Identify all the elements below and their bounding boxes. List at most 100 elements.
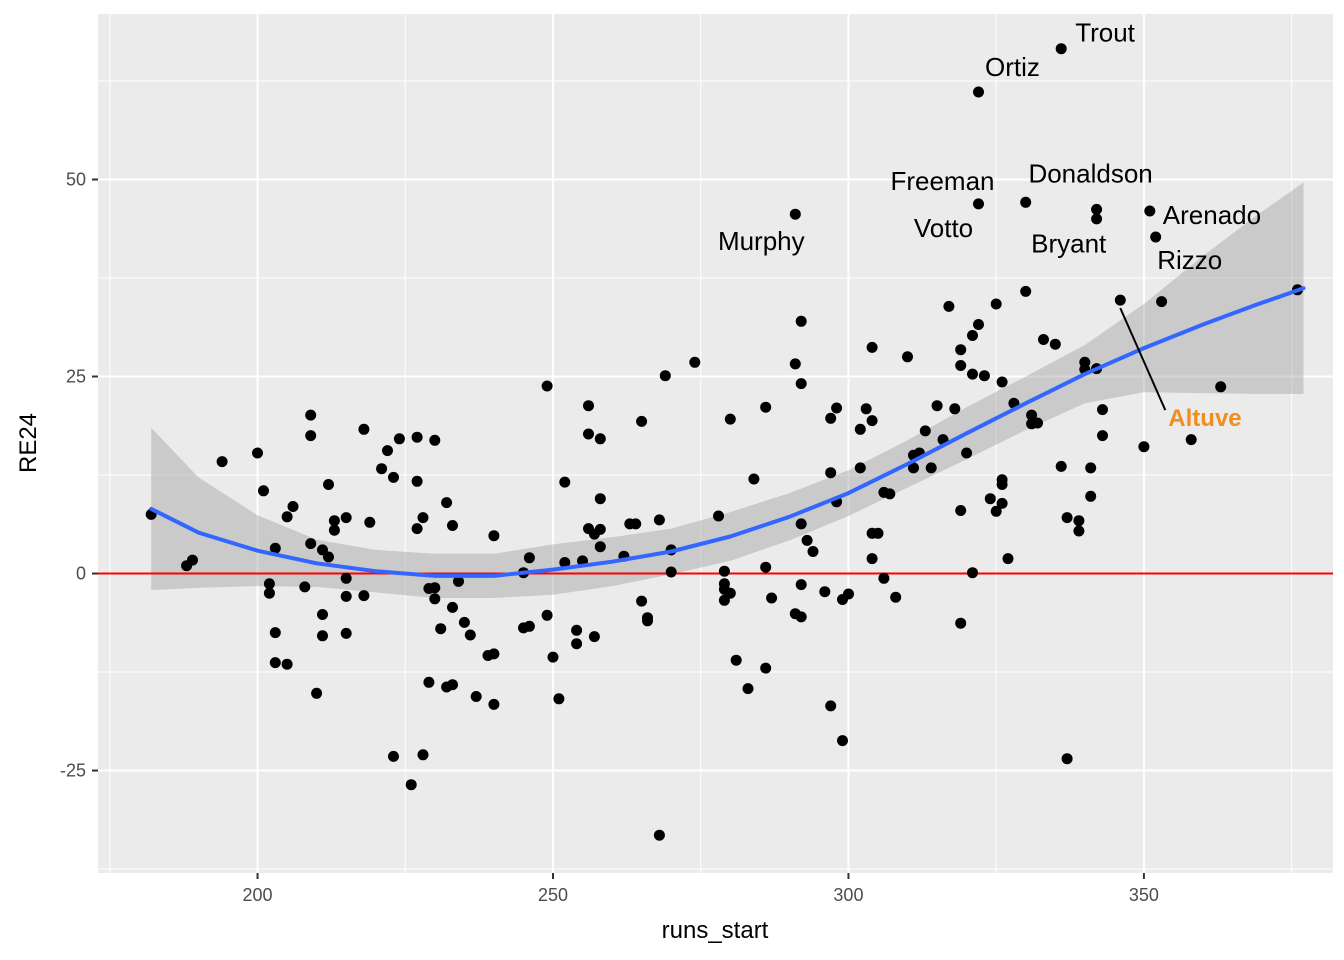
y-tick-label: 0 [76, 564, 86, 584]
data-point [1049, 338, 1061, 350]
point-label: Bryant [1031, 228, 1107, 258]
data-point [1038, 334, 1049, 345]
data-point [973, 198, 984, 210]
data-point [967, 567, 978, 579]
data-point [594, 493, 606, 505]
data-point [571, 624, 583, 636]
data-point [967, 330, 978, 341]
data-point [411, 475, 423, 487]
data-point [423, 676, 435, 688]
data-point [594, 541, 606, 553]
data-point [464, 629, 476, 641]
point-label: Rizzo [1157, 245, 1222, 275]
data-point [837, 735, 848, 747]
data-point [653, 514, 665, 526]
data-point [866, 553, 878, 565]
data-point [955, 344, 967, 356]
data-point [1085, 490, 1097, 502]
data-point [429, 434, 441, 446]
data-point [447, 601, 458, 613]
data-point [866, 415, 878, 427]
data-point [1097, 430, 1108, 442]
data-point [311, 687, 323, 699]
data-point [323, 551, 334, 563]
data-point [429, 593, 441, 605]
data-point [843, 588, 854, 600]
data-point [263, 578, 275, 590]
data-point [854, 462, 866, 474]
x-axis-ticks: 200 250 300 350 [243, 873, 1159, 905]
data-point [636, 595, 648, 607]
data-point [1055, 460, 1067, 472]
data-point [358, 423, 370, 435]
data-point [713, 510, 724, 522]
data-point [1091, 203, 1103, 215]
data-point [642, 615, 653, 627]
data-point [724, 587, 736, 599]
data-point [1020, 285, 1032, 297]
data-point [730, 654, 742, 666]
y-tick-label: -25 [60, 761, 86, 781]
data-point [990, 298, 1002, 310]
data-point [447, 679, 458, 691]
data-point [1185, 434, 1197, 446]
data-point [523, 552, 535, 564]
point-label: Arenado [1163, 200, 1261, 230]
data-point [376, 463, 388, 475]
data-point [340, 572, 352, 584]
data-point [488, 648, 500, 660]
data-point [470, 691, 482, 702]
data-point [435, 623, 447, 635]
data-point [955, 505, 967, 516]
data-point [973, 86, 984, 98]
data-point [553, 693, 565, 705]
data-point [996, 497, 1008, 509]
data-point [789, 358, 801, 370]
data-point [653, 829, 665, 841]
data-point [807, 546, 819, 557]
highlight-label: Altuve [1168, 405, 1241, 432]
data-point [760, 561, 772, 573]
data-point [1032, 417, 1043, 429]
x-tick-label: 350 [1129, 885, 1159, 905]
data-point [795, 378, 807, 390]
data-point [878, 572, 890, 584]
data-point [488, 698, 500, 710]
data-point [1144, 205, 1156, 217]
data-point [411, 431, 423, 443]
data-point [269, 542, 281, 554]
data-point [854, 423, 866, 435]
data-point [559, 557, 571, 568]
data-point [1002, 553, 1014, 565]
data-point [417, 512, 429, 524]
data-point [908, 462, 919, 474]
data-point [541, 609, 553, 621]
x-tick-label: 250 [538, 885, 568, 905]
data-point [955, 617, 967, 629]
plot-panel [98, 14, 1333, 873]
data-point [328, 515, 340, 527]
data-point [1150, 231, 1162, 243]
data-point [825, 467, 837, 479]
data-point [943, 300, 955, 312]
data-point [860, 403, 872, 415]
data-point [388, 750, 399, 762]
data-point [984, 493, 996, 505]
data-point [760, 401, 772, 413]
data-point [252, 447, 263, 459]
data-point [594, 433, 606, 445]
data-point [269, 627, 281, 639]
data-point [919, 425, 931, 437]
data-point [949, 403, 961, 415]
point-label: Ortiz [985, 52, 1040, 82]
confidence-band [151, 182, 1304, 598]
data-point [1055, 43, 1067, 55]
point-label: Votto [914, 213, 973, 243]
data-point [1026, 409, 1038, 421]
data-point [1156, 296, 1168, 308]
data-points [145, 43, 1303, 841]
data-point [441, 497, 453, 509]
data-point [458, 616, 470, 628]
data-point [541, 380, 553, 392]
